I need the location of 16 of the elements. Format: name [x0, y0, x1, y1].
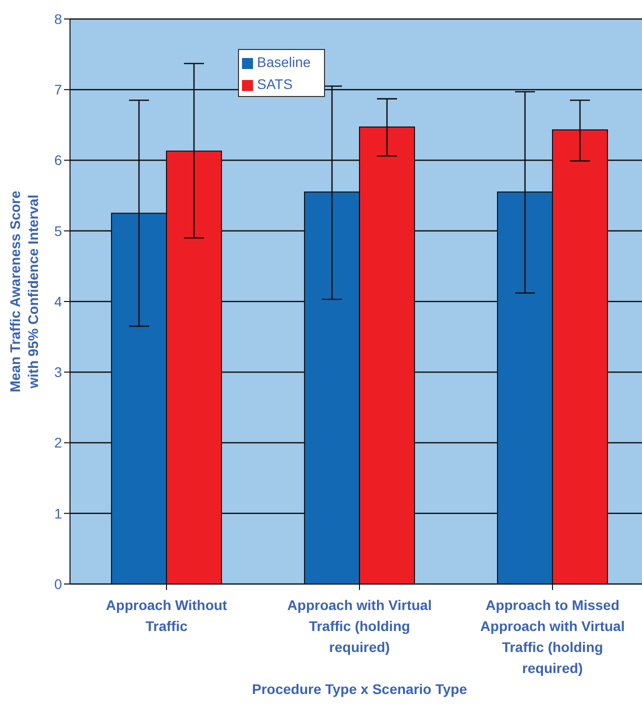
y-tick-label: 4: [54, 293, 62, 310]
y-tick-label: 5: [54, 222, 62, 239]
y-tick-label: 0: [54, 576, 62, 592]
x-tick-label: Approach to Missed Approach with Virtual Traffic (holding required): [480, 597, 625, 676]
legend-label: SATS: [257, 76, 293, 92]
y-tick-label: 8: [54, 10, 62, 27]
legend-label: Baseline: [257, 54, 311, 70]
y-tick-label: 1: [54, 505, 62, 522]
y-tick-label: 3: [54, 364, 62, 380]
x-tick-label: Approach Without Traffic: [106, 597, 228, 634]
x-axis-title: Procedure Type x Scenario Type: [252, 681, 468, 697]
y-axis-title: Mean Traffic Awareness Score with 95% Confidence Interval: [7, 190, 41, 392]
y-tick-label: 2: [54, 434, 62, 451]
y-tick-label: 6: [54, 152, 62, 168]
y-tick-label: 7: [54, 82, 62, 98]
x-tick-label: Approach with Virtual Traffic (holding required): [287, 597, 432, 655]
